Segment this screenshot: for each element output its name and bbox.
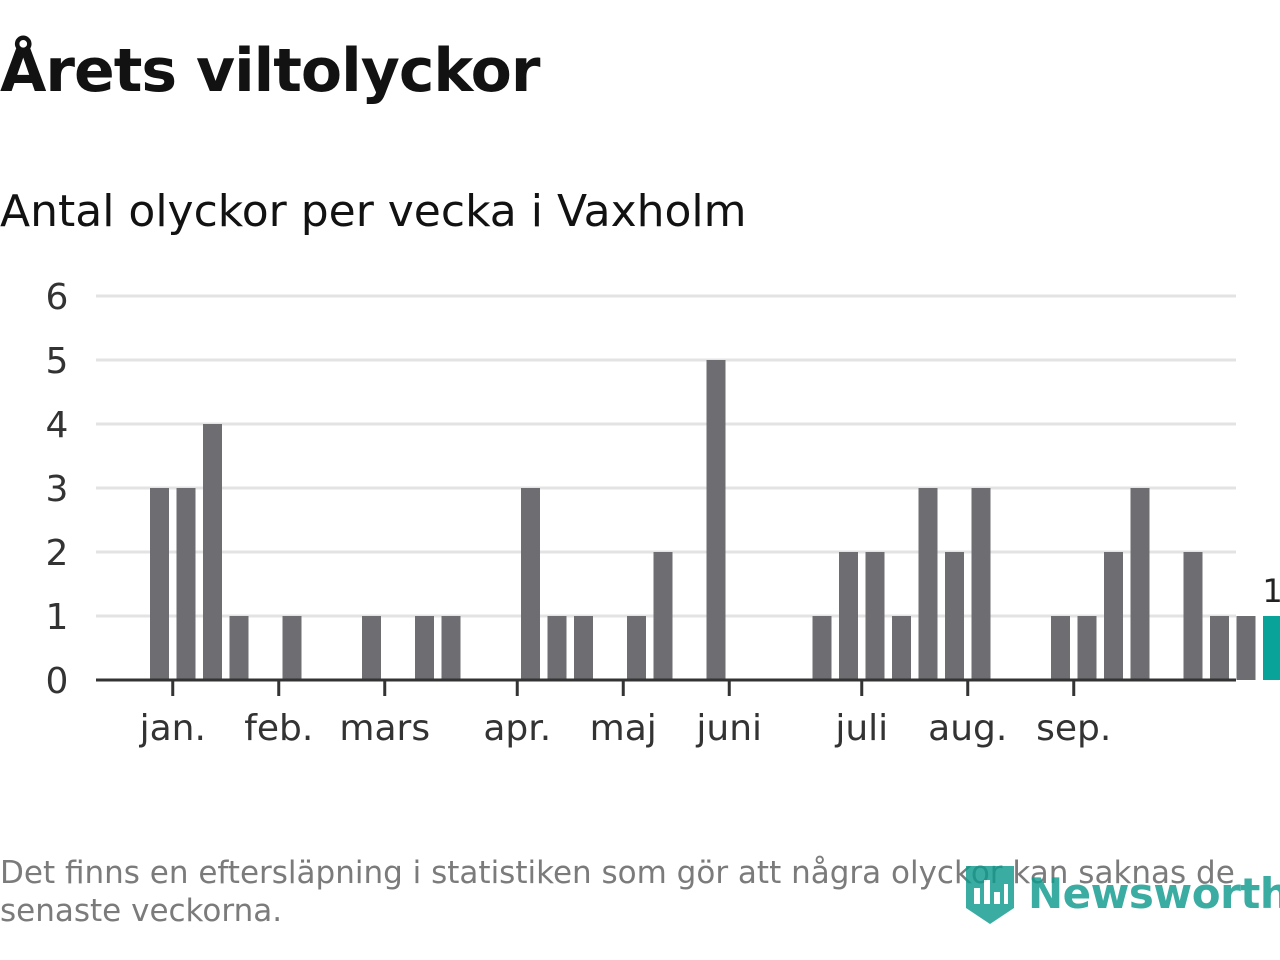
- bar: [362, 616, 381, 680]
- x-tick-label: sep.: [1036, 708, 1111, 749]
- bar: [918, 488, 938, 680]
- bar: [1210, 616, 1229, 680]
- bar: [176, 488, 196, 680]
- y-tick-label: 3: [46, 469, 69, 510]
- x-axis-tick-labels: jan. feb. mars apr. maj juni juli aug. sep.: [139, 708, 1112, 749]
- bar: [971, 488, 991, 680]
- bar: [892, 616, 911, 680]
- x-tick-label: juli: [834, 708, 888, 749]
- x-tick-label: jan.: [139, 708, 206, 749]
- bar: [282, 616, 302, 680]
- y-tick-label: 0: [46, 661, 69, 702]
- footnote: Det finns en eftersläpning i statistiken…: [0, 855, 1235, 929]
- y-tick-label: 4: [46, 405, 69, 446]
- bar: [441, 616, 461, 680]
- logo-text: Newsworthy: [1028, 869, 1280, 918]
- bar: [229, 616, 249, 680]
- bar: [203, 424, 222, 680]
- x-axis: [96, 678, 1236, 696]
- bar: [1183, 552, 1203, 680]
- bar: [865, 552, 885, 680]
- x-tick-label: aug.: [928, 708, 1007, 749]
- chart-subtitle: Antal olyckor per vecka i Vaxholm: [0, 186, 747, 237]
- bar: [653, 552, 673, 680]
- bar: [627, 616, 646, 680]
- bar: [706, 360, 726, 680]
- x-tick-label: maj: [590, 708, 657, 749]
- bar: [574, 616, 593, 680]
- grid-lines: [96, 294, 1236, 618]
- y-axis-tick-labels: 0 1 2 3 4 5 6: [46, 277, 69, 702]
- y-tick-label: 2: [46, 533, 69, 574]
- x-tick-label: juni: [695, 708, 762, 749]
- x-tick-label: feb.: [244, 708, 313, 749]
- bar: [945, 552, 964, 680]
- chart-title: Årets viltolyckor: [0, 36, 540, 106]
- newsworthy-logo-icon: [966, 866, 1014, 924]
- bar: [839, 552, 858, 680]
- bar: [812, 616, 832, 680]
- bar-chart: 0 1 2 3 4 5 6 jan. feb. mars apr. maj juni juli aug. s…: [46, 277, 1280, 749]
- bar: [547, 616, 567, 680]
- y-tick-label: 6: [46, 277, 69, 318]
- bar: [1051, 616, 1070, 680]
- bar: [1104, 552, 1123, 680]
- y-tick-label: 5: [46, 341, 69, 382]
- bar: [415, 616, 434, 680]
- highlight-bar: [1263, 616, 1280, 680]
- data-labels: 1: [1262, 572, 1280, 610]
- x-tick-label: apr.: [483, 708, 551, 749]
- bar: [150, 488, 169, 680]
- bars: [150, 360, 1280, 680]
- bar: [1130, 488, 1150, 680]
- newsworthy-logo: Newsworthy: [964, 862, 1280, 926]
- bar: [1236, 616, 1256, 680]
- y-tick-label: 1: [46, 597, 69, 638]
- x-tick-label: mars: [339, 708, 430, 749]
- bar: [521, 488, 540, 680]
- bar: [1077, 616, 1097, 680]
- last-value-label: 1: [1262, 572, 1280, 610]
